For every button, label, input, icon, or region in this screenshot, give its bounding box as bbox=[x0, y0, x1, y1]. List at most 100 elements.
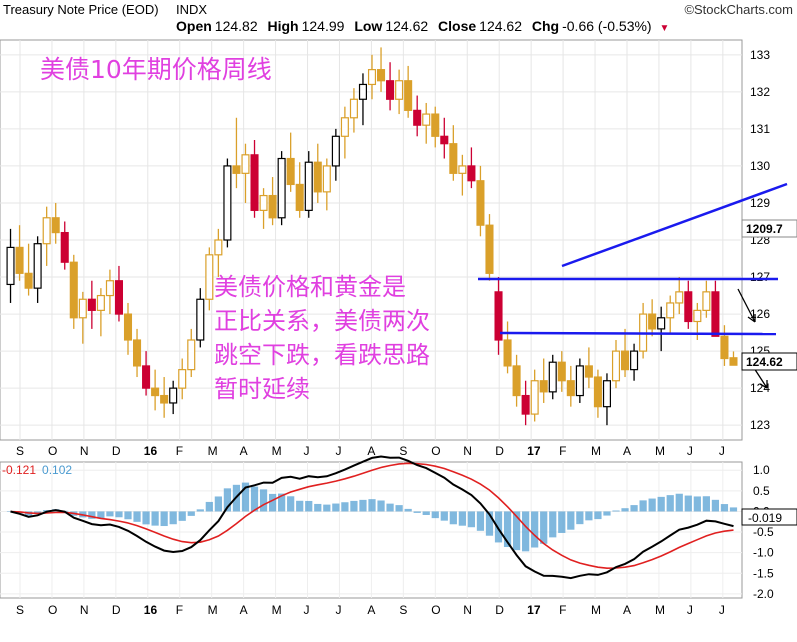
stockcharts-logo[interactable]: ©StockCharts.com bbox=[684, 2, 793, 17]
price-candle-body bbox=[69, 261, 78, 319]
macd-hist-bar bbox=[512, 511, 521, 551]
ohlc-open-label: Open bbox=[176, 18, 212, 34]
price-candle-body bbox=[621, 350, 630, 371]
price-candle-body bbox=[24, 272, 33, 289]
price-x-tick: S bbox=[16, 444, 24, 458]
price-candle-body bbox=[87, 298, 96, 311]
macd-hist-bar bbox=[88, 511, 96, 519]
price-candle-body bbox=[720, 335, 729, 360]
price-candle-body bbox=[675, 291, 684, 304]
price-candle-body bbox=[666, 302, 675, 319]
price-candle-body bbox=[340, 117, 349, 137]
price-x-tick: A bbox=[240, 444, 248, 458]
macd-x-tick: J bbox=[719, 603, 725, 617]
macd-hist-bar bbox=[702, 496, 710, 512]
macd-hist-bar bbox=[205, 501, 213, 512]
macd-hist-bar bbox=[422, 511, 430, 515]
price-candle-body bbox=[494, 291, 503, 341]
macd-hist-bar bbox=[259, 489, 268, 512]
price-candle-body bbox=[33, 243, 42, 289]
price-tag-box bbox=[741, 352, 797, 371]
ohlc-high-value: 124.99 bbox=[301, 18, 345, 34]
price-y-tick: 131 bbox=[750, 122, 770, 136]
macd-y-tick: -0.5 bbox=[753, 525, 774, 539]
macd-y-tick: 0.5 bbox=[753, 484, 770, 498]
macd-hist-bar bbox=[449, 511, 457, 525]
macd-hist-bar bbox=[350, 500, 358, 512]
macd-hist-bar bbox=[630, 505, 638, 512]
macd-hist-bar bbox=[106, 511, 114, 517]
price-candle-body bbox=[377, 69, 386, 82]
price-candle-body bbox=[105, 280, 114, 297]
price-candle-body bbox=[96, 294, 105, 311]
macd-hist-bar bbox=[531, 511, 539, 548]
macd-hist-bar bbox=[124, 511, 132, 520]
macd-y-tick: 1.0 bbox=[753, 463, 770, 477]
price-candle-body bbox=[123, 313, 133, 341]
macd-hist-bar bbox=[377, 500, 385, 512]
price-x-tick: J bbox=[719, 444, 725, 458]
price-x-tick: O bbox=[48, 444, 57, 458]
price-candle-body bbox=[232, 165, 241, 174]
price-tag-1: 1209.7 bbox=[746, 222, 783, 236]
price-candle-body bbox=[286, 157, 295, 186]
price-x-tick: N bbox=[463, 444, 472, 458]
price-candle-body bbox=[187, 339, 196, 371]
price-x-tick: 16 bbox=[144, 444, 158, 458]
price-x-tick: M bbox=[208, 444, 218, 458]
price-x-tick: J bbox=[335, 444, 341, 458]
macd-x-tick: M bbox=[655, 603, 665, 617]
price-candle-body bbox=[241, 154, 250, 174]
macd-hist-bar bbox=[368, 499, 376, 512]
macd-hist-bar bbox=[287, 496, 295, 512]
price-candle-body bbox=[458, 165, 467, 174]
macd-hist-bar bbox=[323, 504, 331, 512]
macd-legend: -0.121 0.102 bbox=[2, 463, 78, 477]
price-candle-body bbox=[422, 113, 431, 126]
macd-hist-bar bbox=[503, 511, 512, 547]
annotation-line-3: 跳空下跌，看跌思路 bbox=[214, 341, 430, 369]
macd-x-tick: D bbox=[112, 603, 121, 617]
macd-y-tick: -1.0 bbox=[753, 546, 774, 560]
ohlc-low-value: 124.62 bbox=[385, 18, 429, 34]
macd-hist-bar bbox=[395, 505, 403, 512]
price-candle-body bbox=[313, 161, 322, 193]
macd-hist-bar bbox=[639, 500, 647, 512]
price-x-tick: M bbox=[655, 444, 665, 458]
macd-hist-bar bbox=[567, 511, 575, 530]
price-x-tick: D bbox=[495, 444, 504, 458]
price-candle-body bbox=[51, 217, 60, 234]
price-candle-body bbox=[386, 80, 395, 100]
chart-header: Treasury Note Price (EOD) INDX ©StockCha… bbox=[0, 0, 797, 18]
price-candle-body bbox=[657, 317, 666, 330]
chart-title: Treasury Note Price (EOD) bbox=[3, 2, 159, 17]
price-x-tick: J bbox=[687, 444, 693, 458]
price-candle-body bbox=[295, 183, 304, 211]
macd-hist-bar bbox=[675, 493, 683, 512]
price-x-tick: J bbox=[304, 444, 310, 458]
macd-hist-bar bbox=[341, 502, 349, 512]
price-candle-body bbox=[593, 376, 602, 408]
price-candle-body bbox=[60, 231, 69, 263]
price-candle-body bbox=[485, 224, 494, 274]
price-x-tick: O bbox=[431, 444, 440, 458]
price-candle-body bbox=[259, 194, 268, 211]
price-candle-body bbox=[196, 298, 205, 341]
price-x-tick: 17 bbox=[527, 444, 541, 458]
price-candle-body bbox=[42, 217, 51, 245]
macd-hist-bar bbox=[711, 499, 720, 512]
macd-tag: -0.019 bbox=[748, 511, 782, 525]
price-tag-box bbox=[741, 219, 797, 238]
price-candle-body bbox=[169, 387, 178, 404]
price-candle-body bbox=[214, 239, 223, 256]
price-x-tick: D bbox=[112, 444, 121, 458]
macd-hist-bar bbox=[305, 500, 313, 512]
macd-hist-bar bbox=[603, 511, 611, 516]
price-candle-body bbox=[78, 298, 87, 319]
price-x-tick: F bbox=[176, 444, 183, 458]
price-y-tick: 127 bbox=[750, 270, 770, 284]
macd-hist-bar bbox=[413, 511, 421, 513]
ohlc-chg-label: Chg bbox=[531, 18, 560, 34]
price-candle-body bbox=[648, 313, 657, 330]
